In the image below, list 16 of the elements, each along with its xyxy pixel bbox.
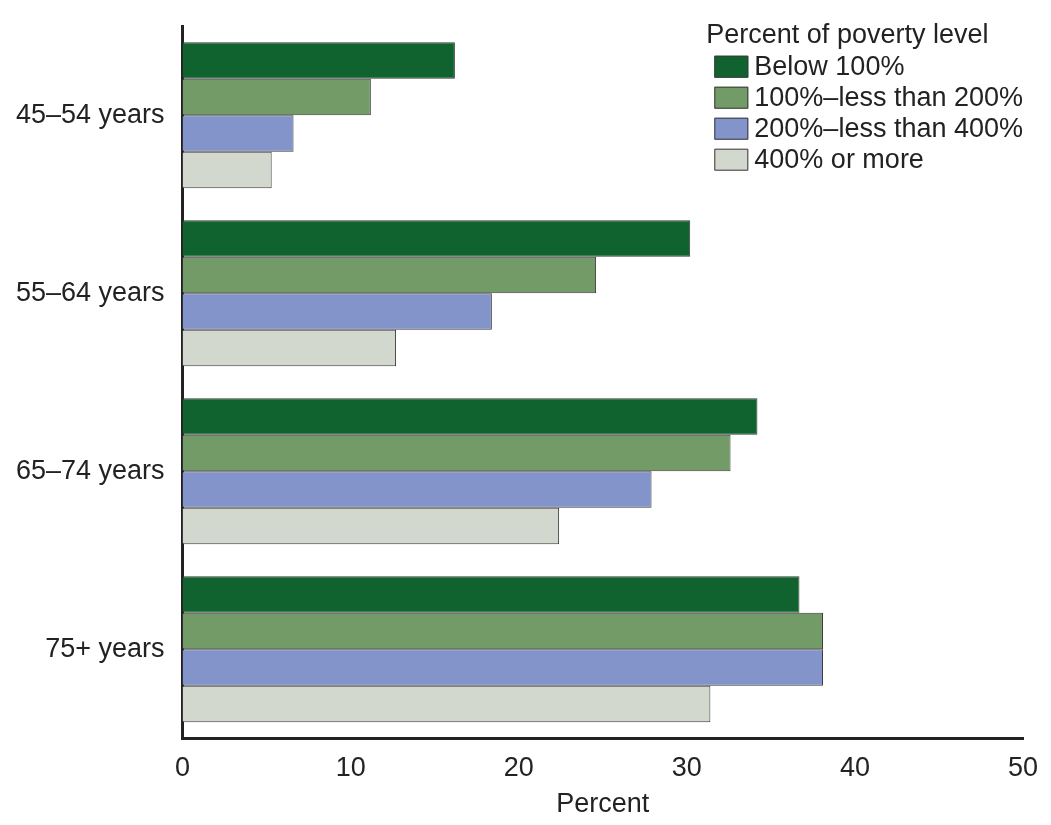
- x-axis-title: Percent: [556, 788, 650, 819]
- y-tick-label: 65–74 years: [16, 454, 165, 485]
- legend-label: 200%–less than 400%: [754, 113, 1024, 144]
- y-tick-label: 75+ years: [45, 632, 165, 663]
- legend-label: 400% or more: [754, 144, 924, 175]
- legend-label: Below 100%: [754, 51, 905, 82]
- x-tick-label: 50: [1007, 751, 1039, 782]
- legend-title: Percent of poverty level: [706, 19, 989, 50]
- x-tick-label: 0: [175, 751, 191, 782]
- legend-label: 100%–less than 200%: [754, 82, 1024, 113]
- x-tick-label: 10: [335, 751, 366, 782]
- x-tick-label: 40: [839, 751, 870, 782]
- x-tick-label: 30: [671, 751, 702, 782]
- y-tick-label: 55–64 years: [16, 276, 165, 307]
- y-tick-label: 45–54 years: [16, 98, 165, 129]
- x-tick-label: 20: [503, 751, 534, 782]
